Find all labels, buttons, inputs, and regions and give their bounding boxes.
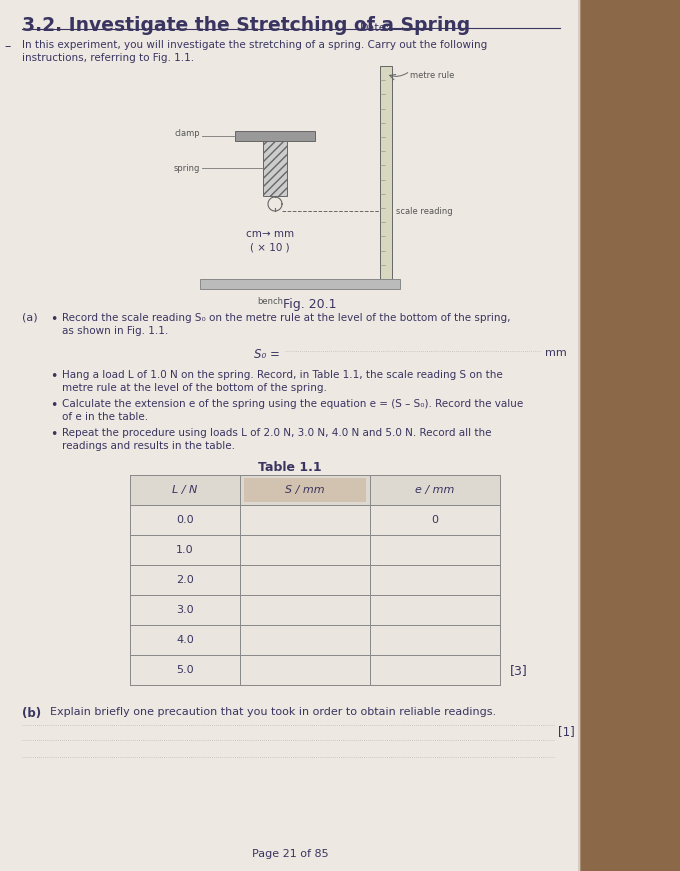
Text: Record the scale reading S₀ on the metre rule at the level of the bottom of the : Record the scale reading S₀ on the metre…: [62, 313, 511, 323]
Text: readings and results in the table.: readings and results in the table.: [62, 441, 235, 451]
Text: –: –: [4, 40, 10, 53]
Text: metre rule: metre rule: [410, 71, 454, 80]
Text: ( × 10 ): ( × 10 ): [250, 243, 290, 253]
Text: Table 1.1: Table 1.1: [258, 461, 322, 474]
Bar: [235, 131, 315, 141]
Text: 1.0: 1.0: [176, 545, 194, 555]
Text: (b): (b): [22, 707, 41, 720]
Text: [3]: [3]: [510, 664, 528, 677]
Text: L / N: L / N: [172, 485, 198, 495]
Bar: [580, 0, 680, 871]
Text: as shown in Fig. 1.1.: as shown in Fig. 1.1.: [62, 326, 168, 336]
Text: 4.0: 4.0: [176, 635, 194, 645]
Text: •: •: [50, 313, 57, 326]
Text: 0.0: 0.0: [176, 515, 194, 525]
Text: Fig. 20.1: Fig. 20.1: [284, 298, 337, 311]
Text: Hang a load L of 1.0 N on the spring. Record, in Table 1.1, the scale reading S : Hang a load L of 1.0 N on the spring. Re…: [62, 370, 503, 380]
Text: In this experiment, you will investigate the stretching of a spring. Carry out t: In this experiment, you will investigate…: [22, 40, 488, 50]
Text: S₀ =: S₀ =: [254, 348, 280, 361]
Text: Explain briefly one precaution that you took in order to obtain reliable reading: Explain briefly one precaution that you …: [50, 707, 496, 717]
Text: 3.0: 3.0: [176, 605, 194, 615]
Text: metre rule at the level of the bottom of the spring.: metre rule at the level of the bottom of…: [62, 383, 327, 393]
Text: 0: 0: [432, 515, 439, 525]
Text: instructions, referring to Fig. 1.1.: instructions, referring to Fig. 1.1.: [22, 53, 194, 63]
Text: Calculate the extension e of the spring using the equation e = (S – S₀). Record : Calculate the extension e of the spring …: [62, 399, 523, 409]
Text: Repeat the procedure using loads L of 2.0 N, 3.0 N, 4.0 N and 5.0 N. Record all : Repeat the procedure using loads L of 2.…: [62, 428, 492, 438]
Text: Date:: Date:: [360, 23, 390, 33]
Text: spring: spring: [173, 164, 200, 173]
Text: 5.0: 5.0: [176, 665, 194, 675]
Text: •: •: [50, 399, 57, 412]
Text: cm→ mm: cm→ mm: [246, 229, 294, 239]
Text: of e in the table.: of e in the table.: [62, 412, 148, 422]
Text: Page 21 of 85: Page 21 of 85: [252, 849, 328, 859]
Text: (a): (a): [22, 313, 37, 323]
Text: •: •: [50, 428, 57, 441]
Text: 2.0: 2.0: [176, 575, 194, 585]
Text: •: •: [50, 370, 57, 383]
Text: 3.2. Investigate the Stretching of a Spring: 3.2. Investigate the Stretching of a Spr…: [22, 16, 471, 35]
Text: e / mm: e / mm: [415, 485, 455, 495]
Bar: [130, 475, 500, 685]
Text: S / mm: S / mm: [285, 485, 325, 495]
Text: mm: mm: [545, 348, 566, 358]
Bar: [0, 0, 580, 871]
Bar: [244, 478, 366, 502]
Text: [1]: [1]: [558, 725, 575, 738]
Bar: [200, 279, 400, 289]
Text: bench: bench: [257, 297, 283, 306]
Text: scale reading: scale reading: [396, 206, 453, 215]
Bar: [380, 66, 392, 279]
Bar: [130, 475, 500, 505]
Bar: [263, 141, 287, 196]
Bar: [578, 0, 581, 871]
Text: clamp: clamp: [174, 129, 200, 138]
